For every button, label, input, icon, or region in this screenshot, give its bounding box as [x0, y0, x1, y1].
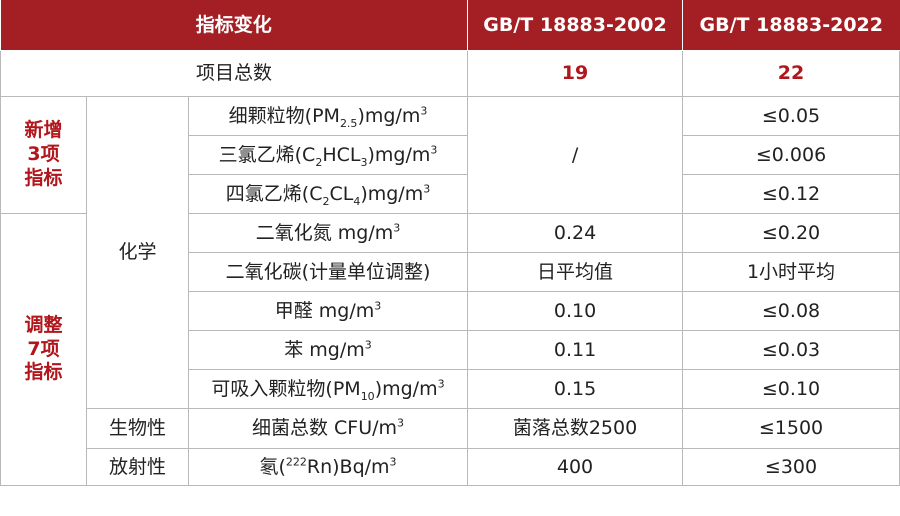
table-row: 放射性 氡(222Rn)Bq/m3 400 ≤300: [1, 448, 900, 486]
header-row: 指标变化 GB/T 18883-2002 GB/T 18883-2022: [0, 0, 900, 51]
indicator-name: 二氧化氮 mg/m3: [187, 213, 469, 253]
group-new-indicators: 新增 3项 指标: [0, 96, 87, 214]
value-2022: 1小时平均: [682, 252, 900, 292]
indicator-name: 苯 mg/m3: [187, 330, 469, 370]
value-2022: ≤0.006: [682, 135, 900, 175]
value-2002: 400: [467, 448, 684, 486]
value-2022: ≤0.12: [682, 174, 900, 214]
group-adjusted-indicators: 调整 7项 指标: [0, 213, 87, 486]
category-biological: 生物性: [86, 408, 189, 449]
table-row: 新增 3项 指标 化学 细颗粒物(PM2.5)mg/m3 / ≤0.05: [0, 96, 900, 409]
indicator-name: 四氯乙烯(C2CL4)mg/m3: [187, 174, 469, 214]
table-row: 二氧化碳(计量单位调整) 日平均值 1小时平均: [1, 252, 900, 292]
header-2002-standard: GB/T 18883-2002: [467, 0, 684, 51]
value-2022: ≤0.08: [682, 291, 900, 331]
indicator-name: 细菌总数 CFU/m3: [187, 408, 469, 449]
value-2002: 0.15: [467, 369, 684, 409]
table-row: 可吸入颗粒物(PM10)mg/m3 0.15 ≤0.10: [1, 369, 900, 409]
category-chemical: 化学: [86, 96, 189, 409]
value-2002: 0.24: [467, 213, 684, 253]
header-indicator-change: 指标变化: [0, 0, 469, 51]
indicator-name: 二氧化碳(计量单位调整): [187, 252, 469, 292]
table-row: 甲醛 mg/m3 0.10 ≤0.08: [1, 291, 900, 331]
value-2002: 菌落总数2500: [467, 408, 684, 449]
header-2022-standard: GB/T 18883-2022: [682, 0, 900, 51]
total-count-label: 项目总数: [0, 50, 469, 97]
indicator-name: 可吸入颗粒物(PM10)mg/m3: [187, 369, 469, 409]
standards-comparison-table: 指标变化 GB/T 18883-2002 GB/T 18883-2022 项目总…: [0, 0, 900, 486]
value-2022: ≤0.03: [682, 330, 900, 370]
value-2002: /: [467, 96, 684, 214]
indicator-name: 甲醛 mg/m3: [187, 291, 469, 331]
total-count-2022: 22: [682, 50, 900, 97]
indicator-name: 三氯乙烯(C2HCL3)mg/m3: [187, 135, 469, 175]
table-row: 苯 mg/m3 0.11 ≤0.03: [1, 330, 900, 370]
value-2002: 0.10: [467, 291, 684, 331]
value-2022: ≤0.05: [682, 96, 900, 136]
value-2022: ≤300: [682, 448, 900, 486]
table-row: 调整 7项 指标 二氧化氮 mg/m3 0.24 ≤0.20: [0, 213, 900, 486]
value-2022: ≤0.10: [682, 369, 900, 409]
value-2022: ≤0.20: [682, 213, 900, 253]
value-2022: ≤1500: [682, 408, 900, 449]
total-count-row: 项目总数 19 22: [0, 50, 900, 97]
indicator-name: 细颗粒物(PM2.5)mg/m3: [187, 96, 469, 136]
table-row: 四氯乙烯(C2CL4)mg/m3 ≤0.12: [1, 174, 900, 214]
indicator-name: 氡(222Rn)Bq/m3: [187, 448, 469, 486]
category-radioactive: 放射性: [86, 448, 189, 486]
table-row: 生物性 细菌总数 CFU/m3 菌落总数2500 ≤1500: [1, 408, 900, 449]
total-count-2002: 19: [467, 50, 684, 97]
value-2002: 日平均值: [467, 252, 684, 292]
value-2002: 0.11: [467, 330, 684, 370]
